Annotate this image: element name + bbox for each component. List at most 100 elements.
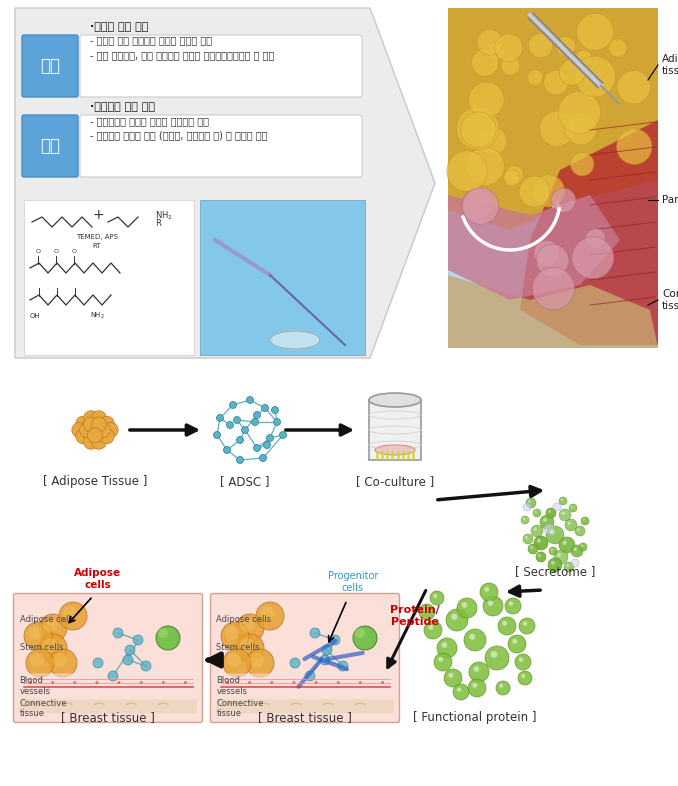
Circle shape bbox=[248, 681, 251, 684]
Circle shape bbox=[496, 681, 510, 695]
Circle shape bbox=[468, 679, 486, 697]
Circle shape bbox=[96, 422, 111, 438]
Circle shape bbox=[617, 71, 650, 104]
Circle shape bbox=[43, 618, 57, 632]
Circle shape bbox=[558, 91, 601, 134]
FancyBboxPatch shape bbox=[24, 200, 194, 355]
FancyBboxPatch shape bbox=[80, 35, 362, 97]
Circle shape bbox=[538, 554, 541, 557]
Circle shape bbox=[226, 421, 233, 428]
Circle shape bbox=[519, 176, 550, 207]
Text: Connective
tissue: Connective tissue bbox=[662, 289, 678, 310]
Text: Adipose cells: Adipose cells bbox=[20, 615, 75, 625]
FancyBboxPatch shape bbox=[22, 35, 78, 97]
Text: Progenitor
cells: Progenitor cells bbox=[327, 571, 378, 593]
Circle shape bbox=[262, 405, 268, 412]
Circle shape bbox=[156, 626, 180, 650]
FancyBboxPatch shape bbox=[216, 674, 393, 692]
Circle shape bbox=[469, 662, 489, 682]
Circle shape bbox=[505, 598, 521, 614]
Circle shape bbox=[226, 681, 229, 684]
Circle shape bbox=[571, 559, 579, 567]
Circle shape bbox=[264, 442, 271, 449]
Circle shape bbox=[487, 601, 494, 606]
Circle shape bbox=[501, 57, 520, 75]
Polygon shape bbox=[448, 8, 658, 230]
Text: ·비수술적 유방 재건: ·비수술적 유방 재건 bbox=[90, 102, 155, 112]
Text: Adipose cells: Adipose cells bbox=[216, 615, 272, 625]
Circle shape bbox=[609, 39, 627, 57]
Circle shape bbox=[271, 681, 273, 684]
Circle shape bbox=[551, 561, 555, 565]
Text: NH$_2$: NH$_2$ bbox=[90, 311, 105, 321]
Circle shape bbox=[290, 658, 300, 668]
Circle shape bbox=[320, 655, 330, 665]
Circle shape bbox=[184, 681, 187, 684]
Circle shape bbox=[513, 639, 517, 644]
Circle shape bbox=[39, 634, 67, 662]
Circle shape bbox=[76, 428, 91, 444]
Circle shape bbox=[433, 594, 437, 598]
Text: 개선: 개선 bbox=[40, 137, 60, 155]
Circle shape bbox=[552, 188, 576, 212]
Circle shape bbox=[519, 618, 535, 634]
Circle shape bbox=[279, 432, 287, 439]
Polygon shape bbox=[448, 195, 620, 300]
Circle shape bbox=[562, 540, 567, 545]
Circle shape bbox=[523, 534, 533, 544]
Circle shape bbox=[428, 625, 433, 630]
Circle shape bbox=[247, 396, 254, 403]
Circle shape bbox=[540, 515, 554, 529]
Circle shape bbox=[460, 112, 496, 147]
Circle shape bbox=[508, 601, 513, 606]
Circle shape bbox=[430, 591, 444, 605]
Text: RT: RT bbox=[93, 243, 101, 249]
Circle shape bbox=[575, 526, 585, 536]
Circle shape bbox=[554, 550, 568, 564]
Ellipse shape bbox=[375, 445, 415, 455]
Circle shape bbox=[237, 457, 243, 464]
Text: [ ADSC ]: [ ADSC ] bbox=[220, 476, 270, 489]
Text: Stem cells: Stem cells bbox=[216, 644, 260, 652]
Circle shape bbox=[26, 649, 54, 677]
Circle shape bbox=[480, 127, 507, 155]
Circle shape bbox=[49, 649, 77, 677]
Circle shape bbox=[523, 622, 527, 626]
Circle shape bbox=[550, 530, 555, 534]
Text: NH$_2$: NH$_2$ bbox=[155, 210, 173, 222]
Circle shape bbox=[576, 50, 592, 66]
Circle shape bbox=[535, 511, 537, 513]
Circle shape bbox=[536, 244, 569, 277]
Circle shape bbox=[469, 634, 475, 640]
Circle shape bbox=[141, 661, 151, 671]
Circle shape bbox=[498, 617, 516, 635]
Circle shape bbox=[494, 34, 523, 61]
Circle shape bbox=[337, 681, 340, 684]
Circle shape bbox=[108, 671, 118, 681]
Circle shape bbox=[162, 681, 165, 684]
Circle shape bbox=[581, 517, 589, 525]
Circle shape bbox=[24, 622, 52, 650]
Circle shape bbox=[565, 519, 577, 531]
Text: Parenchyma: Parenchyma bbox=[662, 195, 678, 205]
Circle shape bbox=[87, 428, 102, 443]
Text: Adipogenic
tissue: Adipogenic tissue bbox=[662, 54, 678, 75]
Circle shape bbox=[99, 417, 114, 432]
Circle shape bbox=[515, 654, 531, 670]
Circle shape bbox=[223, 649, 251, 677]
Text: R: R bbox=[155, 219, 161, 229]
Polygon shape bbox=[520, 120, 658, 345]
Circle shape bbox=[315, 681, 317, 684]
Text: - 더말필러의 개념을 도입한 비절개식 수술: - 더말필러의 개념을 도입한 비절개식 수술 bbox=[90, 116, 209, 126]
Circle shape bbox=[546, 526, 564, 544]
Circle shape bbox=[419, 604, 435, 620]
Circle shape bbox=[292, 681, 296, 684]
Text: Blood
vessels: Blood vessels bbox=[216, 676, 247, 696]
Circle shape bbox=[73, 681, 77, 684]
Polygon shape bbox=[270, 331, 320, 349]
Circle shape bbox=[551, 549, 553, 551]
FancyBboxPatch shape bbox=[369, 400, 421, 460]
Circle shape bbox=[233, 417, 241, 424]
Circle shape bbox=[87, 422, 102, 438]
Circle shape bbox=[480, 583, 498, 601]
